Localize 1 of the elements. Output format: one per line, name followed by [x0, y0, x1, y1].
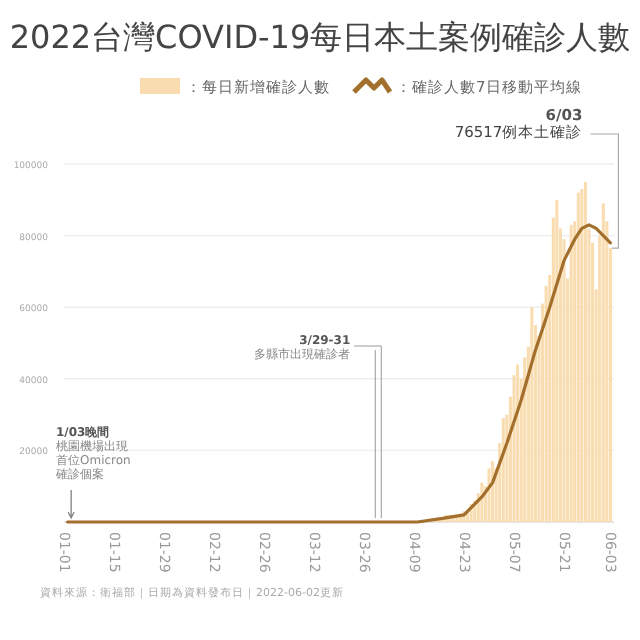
chart-title: 2022台灣COVID-19每日本土案例確診人數	[9, 18, 631, 56]
